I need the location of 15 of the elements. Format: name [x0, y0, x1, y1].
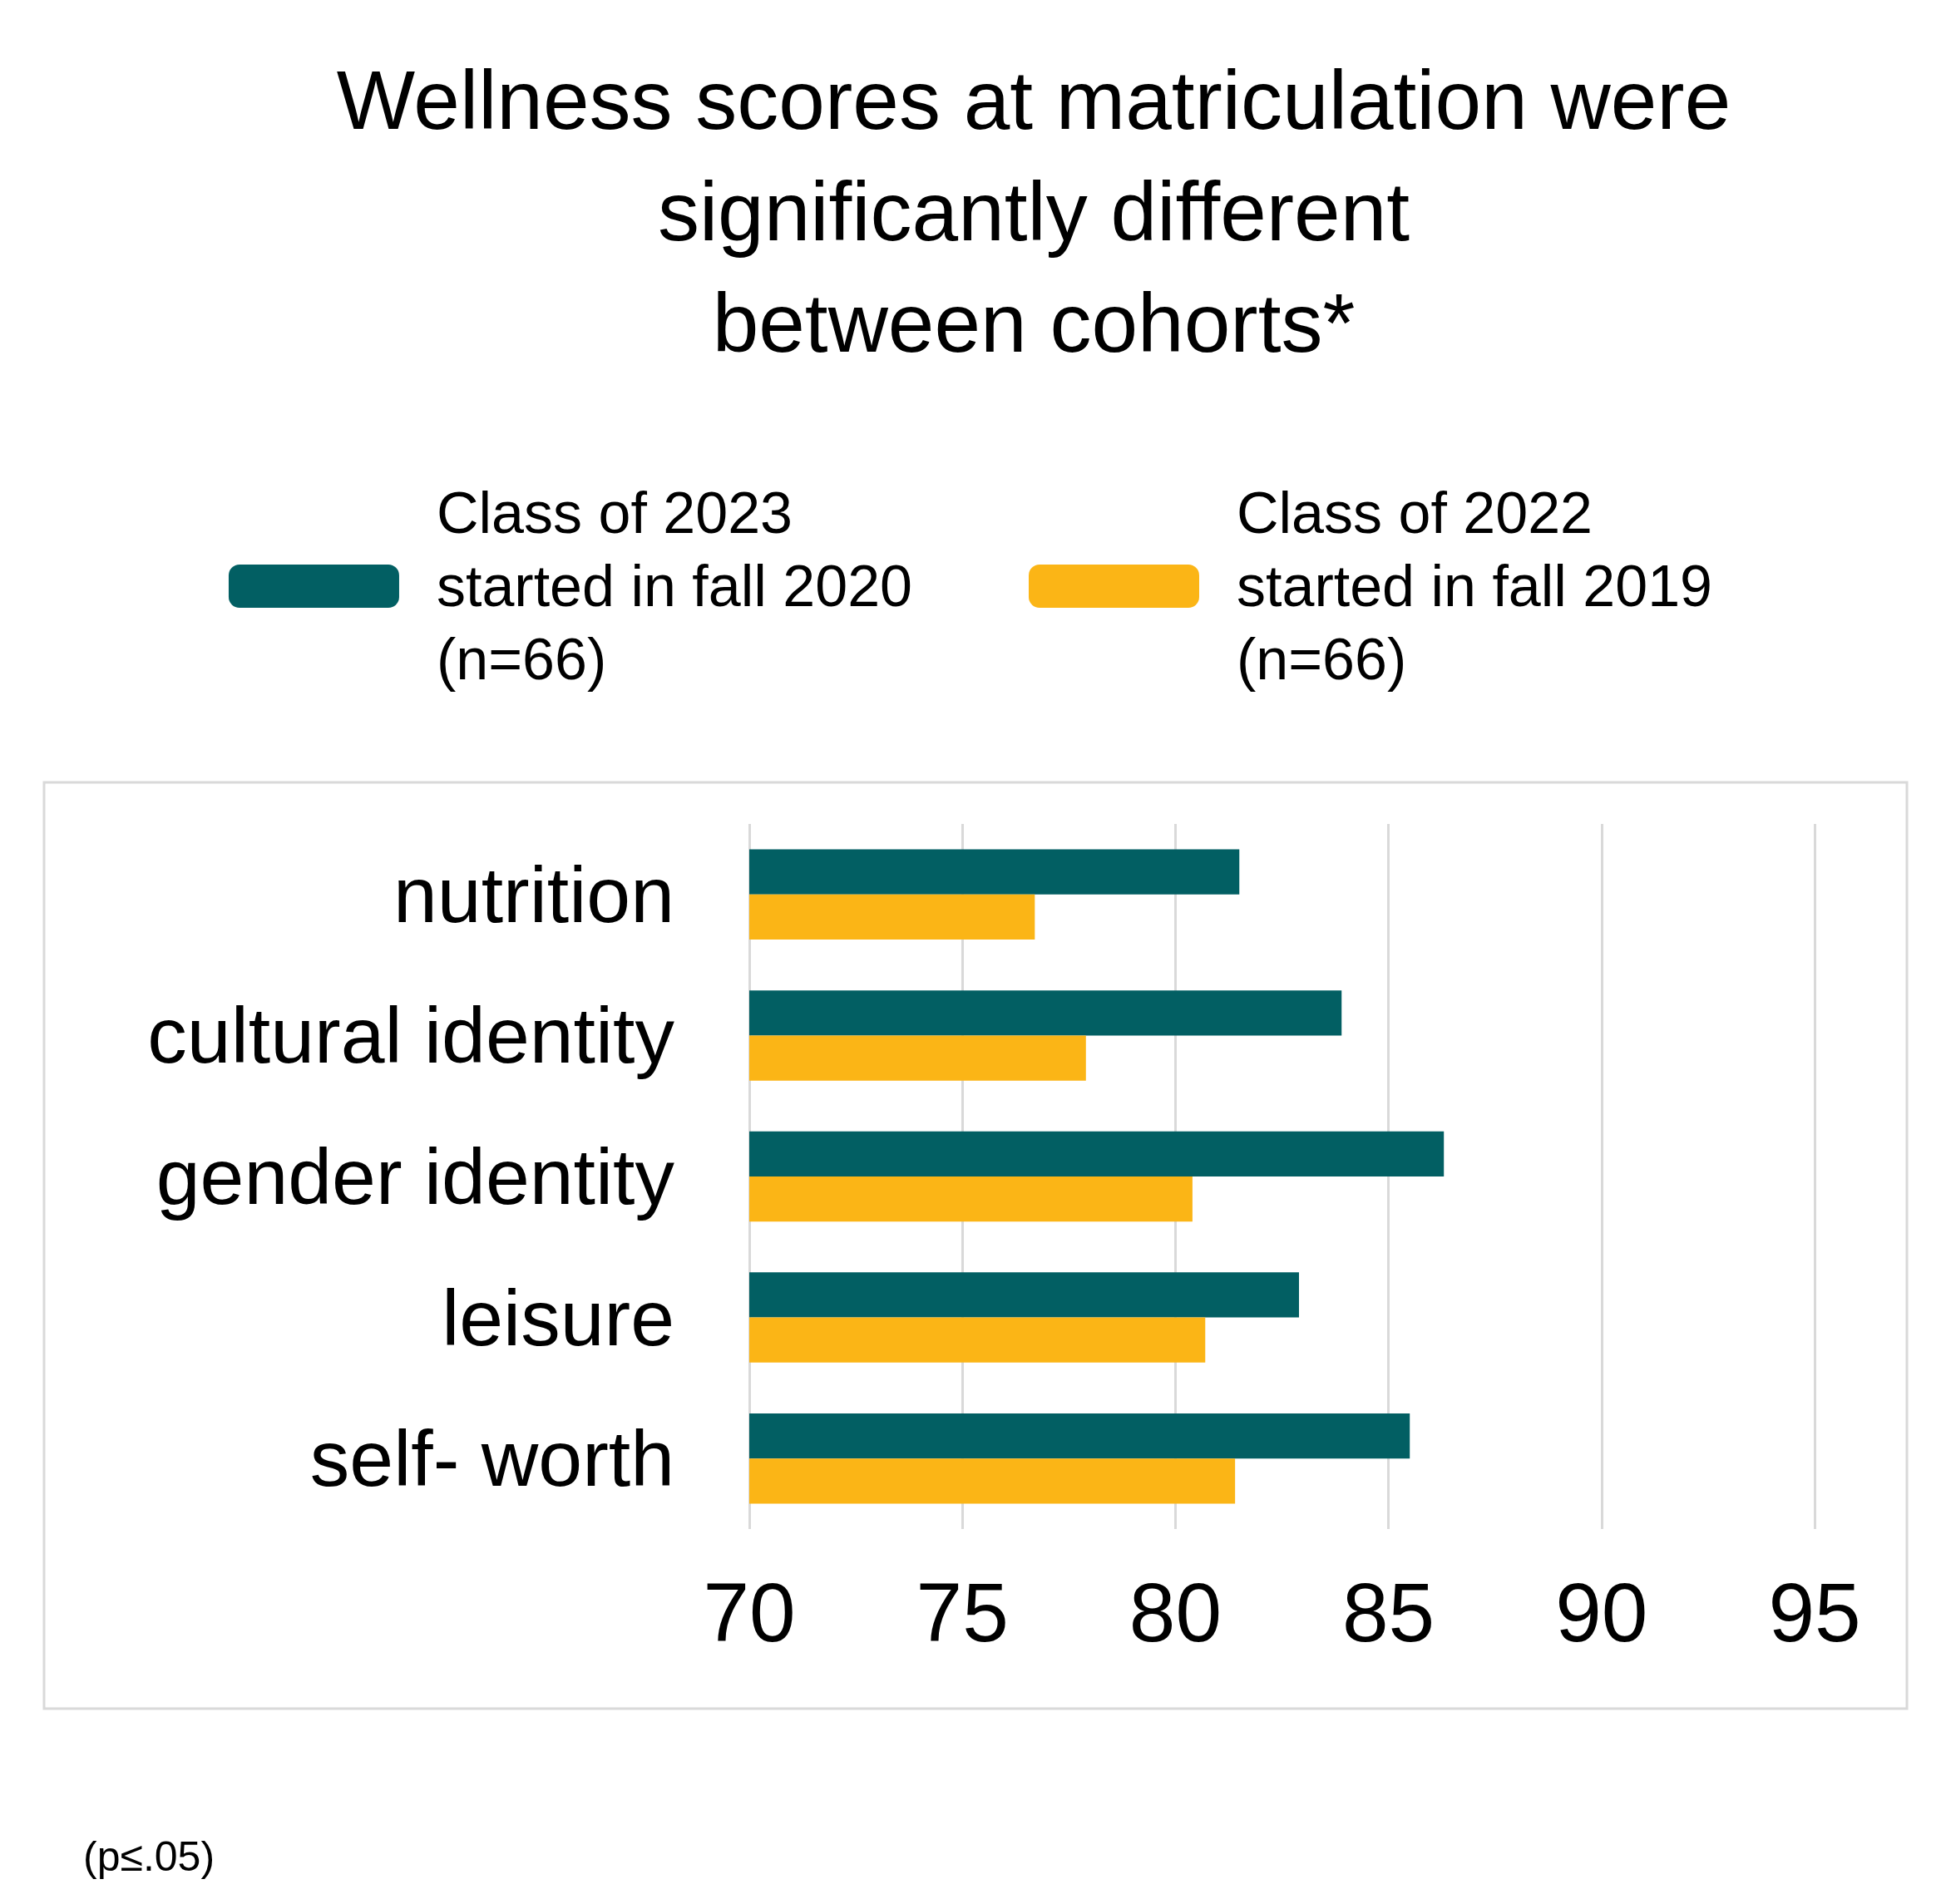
y-tick-label: cultural identity: [147, 991, 675, 1080]
x-tick-label: 70: [703, 1566, 796, 1659]
x-tick-label: 75: [916, 1566, 1009, 1659]
y-tick-label: self- worth: [309, 1414, 674, 1503]
x-tick-label: 80: [1129, 1566, 1222, 1659]
legend-label: Class of 2023 started in fall 2020 (n=66): [436, 481, 912, 692]
x-tick-label: 90: [1555, 1566, 1648, 1659]
chart-title: Wellness scores at matriculation were significantly different between cohorts*: [336, 53, 1731, 369]
legend-label: Class of 2022 started in fall 2019 (n=66): [1237, 481, 1713, 692]
x-tick-label: 85: [1341, 1566, 1435, 1659]
x-tick-label: 95: [1768, 1566, 1861, 1659]
y-tick-label: leisure: [442, 1273, 674, 1362]
y-tick-label: nutrition: [393, 850, 674, 939]
y-tick-label: gender identity: [156, 1132, 675, 1221]
text: (p≤.05): [83, 1833, 215, 1880]
